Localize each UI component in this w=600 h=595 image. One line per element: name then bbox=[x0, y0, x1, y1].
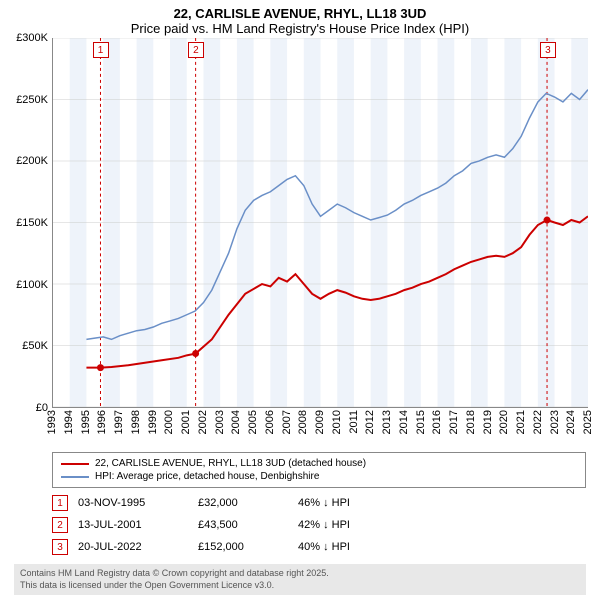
sale-diff: 46% ↓ HPI bbox=[298, 497, 398, 509]
sale-date: 20-JUL-2022 bbox=[78, 541, 188, 553]
x-tick-label: 2011 bbox=[348, 410, 360, 434]
x-tick-label: 2013 bbox=[381, 410, 393, 434]
x-tick-label: 2017 bbox=[448, 410, 460, 434]
x-tick-label: 2002 bbox=[197, 410, 209, 434]
marker-badge: 1 bbox=[52, 495, 68, 511]
x-tick-label: 2012 bbox=[364, 410, 376, 434]
sales-table: 1 03-NOV-1995 £32,000 46% ↓ HPI 2 13-JUL… bbox=[52, 492, 586, 558]
x-tick-label: 1997 bbox=[113, 410, 125, 434]
chart-marker-badge: 3 bbox=[540, 42, 556, 58]
sale-price: £32,000 bbox=[198, 497, 288, 509]
y-axis-labels: £0£50K£100K£150K£200K£250K£300K bbox=[0, 38, 52, 408]
legend-label-price: 22, CARLISLE AVENUE, RHYL, LL18 3UD (det… bbox=[95, 458, 366, 469]
plot-area: 1 2 3 bbox=[52, 38, 588, 408]
x-tick-label: 2019 bbox=[482, 410, 494, 434]
x-tick-label: 2021 bbox=[515, 410, 527, 434]
title-block: 22, CARLISLE AVENUE, RHYL, LL18 3UD Pric… bbox=[0, 0, 600, 38]
x-tick-label: 2023 bbox=[549, 410, 561, 434]
y-tick-label: £150K bbox=[16, 217, 48, 229]
x-tick-label: 2001 bbox=[180, 410, 192, 434]
x-tick-label: 2003 bbox=[214, 410, 226, 434]
sale-diff: 40% ↓ HPI bbox=[298, 541, 398, 553]
x-tick-label: 2000 bbox=[163, 410, 175, 434]
sale-price: £152,000 bbox=[198, 541, 288, 553]
footer-copyright: Contains HM Land Registry data © Crown c… bbox=[20, 568, 580, 580]
legend-row: HPI: Average price, detached house, Denb… bbox=[61, 470, 577, 483]
footer: Contains HM Land Registry data © Crown c… bbox=[14, 564, 586, 595]
chart-svg bbox=[53, 38, 588, 407]
chart-marker-badge: 2 bbox=[188, 42, 204, 58]
x-axis-labels: 1993199419951996199719981999200020012002… bbox=[52, 408, 588, 448]
x-tick-label: 2006 bbox=[264, 410, 276, 434]
x-tick-label: 1998 bbox=[130, 410, 142, 434]
sale-price: £43,500 bbox=[198, 519, 288, 531]
x-tick-label: 2007 bbox=[281, 410, 293, 434]
y-tick-label: £200K bbox=[16, 155, 48, 167]
y-tick-label: £250K bbox=[16, 94, 48, 106]
sale-diff: 42% ↓ HPI bbox=[298, 519, 398, 531]
y-tick-label: £300K bbox=[16, 32, 48, 44]
legend-swatch-hpi bbox=[61, 476, 89, 478]
y-tick-label: £100K bbox=[16, 279, 48, 291]
marker-badge: 3 bbox=[52, 539, 68, 555]
legend-swatch-price bbox=[61, 463, 89, 465]
x-tick-label: 2010 bbox=[331, 410, 343, 434]
table-row: 1 03-NOV-1995 £32,000 46% ↓ HPI bbox=[52, 492, 586, 514]
sale-date: 13-JUL-2001 bbox=[78, 519, 188, 531]
chart-container: 22, CARLISLE AVENUE, RHYL, LL18 3UD Pric… bbox=[0, 0, 600, 590]
x-tick-label: 1995 bbox=[80, 410, 92, 434]
x-tick-label: 2016 bbox=[431, 410, 443, 434]
x-tick-label: 2005 bbox=[247, 410, 259, 434]
x-tick-label: 1996 bbox=[96, 410, 108, 434]
table-row: 2 13-JUL-2001 £43,500 42% ↓ HPI bbox=[52, 514, 586, 536]
x-tick-label: 2004 bbox=[230, 410, 242, 434]
x-tick-label: 2015 bbox=[415, 410, 427, 434]
title-subtitle: Price paid vs. HM Land Registry's House … bbox=[0, 21, 600, 36]
marker-badge: 2 bbox=[52, 517, 68, 533]
chart-marker-badge: 1 bbox=[93, 42, 109, 58]
x-tick-label: 2024 bbox=[565, 410, 577, 434]
x-tick-label: 2018 bbox=[465, 410, 477, 434]
x-tick-label: 2020 bbox=[498, 410, 510, 434]
x-tick-label: 1993 bbox=[46, 410, 58, 434]
x-tick-label: 2022 bbox=[532, 410, 544, 434]
legend-label-hpi: HPI: Average price, detached house, Denb… bbox=[95, 471, 319, 482]
legend: 22, CARLISLE AVENUE, RHYL, LL18 3UD (det… bbox=[52, 452, 586, 488]
title-address: 22, CARLISLE AVENUE, RHYL, LL18 3UD bbox=[0, 6, 600, 21]
sale-date: 03-NOV-1995 bbox=[78, 497, 188, 509]
x-tick-label: 2008 bbox=[297, 410, 309, 434]
x-tick-label: 2014 bbox=[398, 410, 410, 434]
x-tick-label: 2025 bbox=[582, 410, 594, 434]
table-row: 3 20-JUL-2022 £152,000 40% ↓ HPI bbox=[52, 536, 586, 558]
y-tick-label: £50K bbox=[22, 340, 48, 352]
x-tick-label: 1999 bbox=[147, 410, 159, 434]
x-tick-label: 2009 bbox=[314, 410, 326, 434]
legend-row: 22, CARLISLE AVENUE, RHYL, LL18 3UD (det… bbox=[61, 457, 577, 470]
x-tick-label: 1994 bbox=[63, 410, 75, 434]
